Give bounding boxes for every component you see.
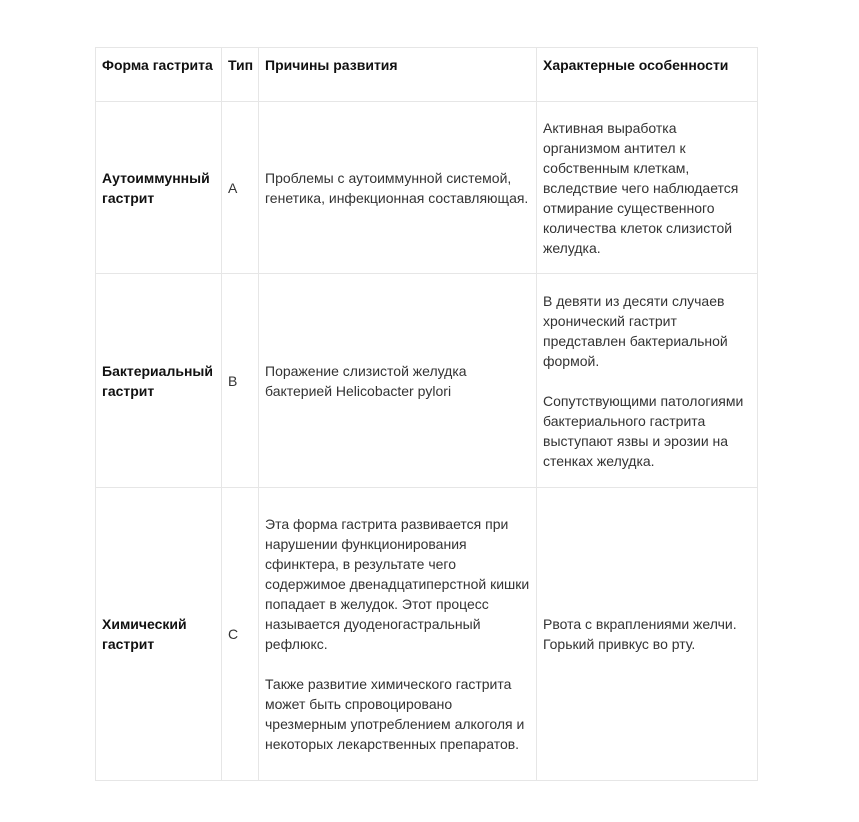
gastritis-table: Форма гастрита Тип Причины развития Хара… <box>95 47 758 781</box>
paragraph: Активная выработка организмом антител к … <box>543 119 739 256</box>
paragraph: Эта форма гастрита развивается при наруш… <box>265 516 530 652</box>
paragraph: Рвота с вкраплениями желчи. Горький прив… <box>543 616 737 652</box>
paragraph: Сопутствующими патологиями бактериальног… <box>543 392 744 469</box>
cell-type: C <box>221 487 259 781</box>
paragraph: Также развитие химического гастрита може… <box>265 676 525 752</box>
header-row: Форма гастрита Тип Причины развития Хара… <box>95 47 758 102</box>
cell-form: Аутоиммунный гастрит <box>95 101 222 274</box>
cell-form: Бактериальный гастрит <box>95 273 222 488</box>
header-type: Тип <box>221 47 259 102</box>
cell-features: Активная выработка организмом антител к … <box>536 101 758 274</box>
header-form: Форма гастрита <box>95 47 222 102</box>
paragraph: Поражение слизистой желудка бактерией He… <box>265 362 467 399</box>
paragraph: В девяти из десяти случаев хронический г… <box>543 292 728 369</box>
cell-causes: Поражение слизистой желудка бактерией He… <box>258 273 537 488</box>
cell-features: В девяти из десяти случаев хронический г… <box>536 273 758 488</box>
header-causes: Причины развития <box>258 47 537 102</box>
header-features: Характерные особенности <box>536 47 758 102</box>
paragraph: Проблемы с аутоиммунной системой, генети… <box>265 169 529 206</box>
table-row: Аутоиммунный гастрит A Проблемы с аутоим… <box>95 101 758 274</box>
cell-type: B <box>221 273 259 488</box>
cell-features: Рвота с вкраплениями желчи. Горький прив… <box>536 487 758 781</box>
cell-causes: Эта форма гастрита развивается при наруш… <box>258 487 537 781</box>
cell-form: Химический гастрит <box>95 487 222 781</box>
cell-type: A <box>221 101 259 274</box>
cell-causes: Проблемы с аутоиммунной системой, генети… <box>258 101 537 274</box>
table-row: Химический гастрит C Эта форма гастрита … <box>95 487 758 781</box>
table-row: Бактериальный гастрит B Поражение слизис… <box>95 273 758 488</box>
